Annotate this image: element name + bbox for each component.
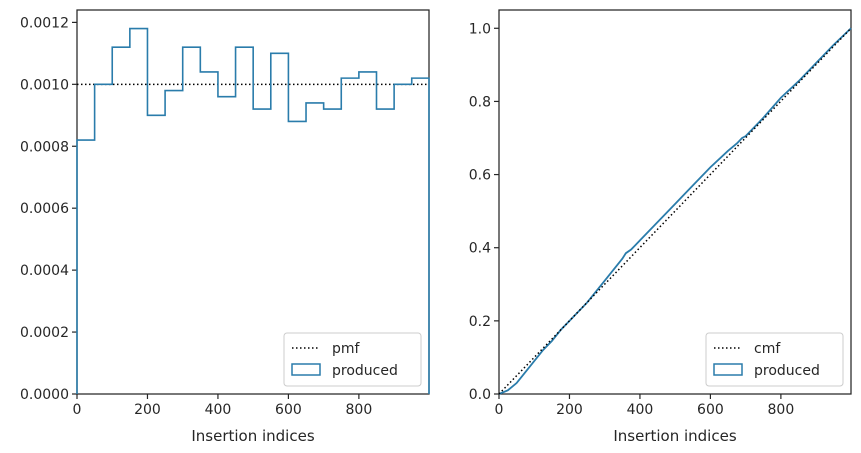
- y-tick-label: 0.0012: [20, 15, 69, 31]
- pmf-x-axis-label: Insertion indices: [191, 427, 314, 445]
- y-tick-label: 0.0010: [20, 77, 69, 93]
- cmf-y-ticks: 0.0 0.2 0.4 0.6 0.8 1.0: [469, 21, 499, 403]
- y-tick-label: 0.0000: [20, 387, 69, 403]
- pmf-legend: pmf produced: [283, 332, 422, 387]
- pmf-x-ticks: 0 200 400 600 800: [73, 394, 373, 418]
- x-tick-label: 800: [768, 402, 795, 418]
- pmf-legend-reference-label: pmf: [332, 341, 361, 357]
- pmf-panel: 0.0000 0.0002 0.0004 0.0006 0.0008 0.0010 0.00…: [20, 9, 430, 445]
- y-tick-label: 0.6: [469, 168, 491, 184]
- x-tick-label: 200: [134, 402, 161, 418]
- x-tick-label: 800: [346, 402, 373, 418]
- y-tick-label: 1.0: [469, 21, 491, 37]
- x-tick-label: 200: [556, 402, 583, 418]
- cmf-produced-line: [498, 27, 852, 395]
- cmf-legend-produced-swatch: [713, 363, 743, 376]
- x-tick-label: 400: [205, 402, 232, 418]
- x-tick-label: 600: [697, 402, 724, 418]
- pmf-legend-produced-swatch: [291, 363, 321, 376]
- y-tick-label: 0.0008: [20, 139, 69, 155]
- pmf-legend-box: [283, 332, 422, 387]
- x-tick-label: 0: [495, 402, 504, 418]
- x-tick-label: 400: [627, 402, 654, 418]
- y-tick-label: 0.0004: [20, 263, 69, 279]
- pmf-legend-produced-label: produced: [332, 363, 398, 379]
- y-tick-label: 0.4: [469, 241, 491, 257]
- x-tick-label: 600: [275, 402, 302, 418]
- pmf-y-ticks: 0.0000 0.0002 0.0004 0.0006 0.0008 0.0010 0.00…: [20, 15, 77, 403]
- pmf-produced-step-line: [76, 27, 430, 394]
- cmf-panel: 0.0 0.2 0.4 0.6 0.8 1.0 0 200 400 600 800 Inserti…: [469, 9, 852, 445]
- cmf-legend-produced-label: produced: [754, 363, 820, 379]
- y-tick-label: 0.0002: [20, 325, 69, 341]
- cmf-x-ticks: 0 200 400 600 800: [495, 394, 795, 418]
- cmf-legend: cmf produced: [705, 332, 844, 387]
- x-tick-label: 0: [73, 402, 82, 418]
- cmf-legend-box: [705, 332, 844, 387]
- y-tick-label: 0.2: [469, 314, 491, 330]
- cmf-reference-line: [498, 27, 852, 395]
- cmf-legend-reference-label: cmf: [754, 341, 781, 357]
- y-tick-label: 0.0006: [20, 201, 69, 217]
- y-tick-label: 0.0: [469, 387, 491, 403]
- cmf-x-axis-label: Insertion indices: [613, 427, 736, 445]
- y-tick-label: 0.8: [469, 94, 491, 110]
- cmf-plot-frame: [498, 9, 852, 395]
